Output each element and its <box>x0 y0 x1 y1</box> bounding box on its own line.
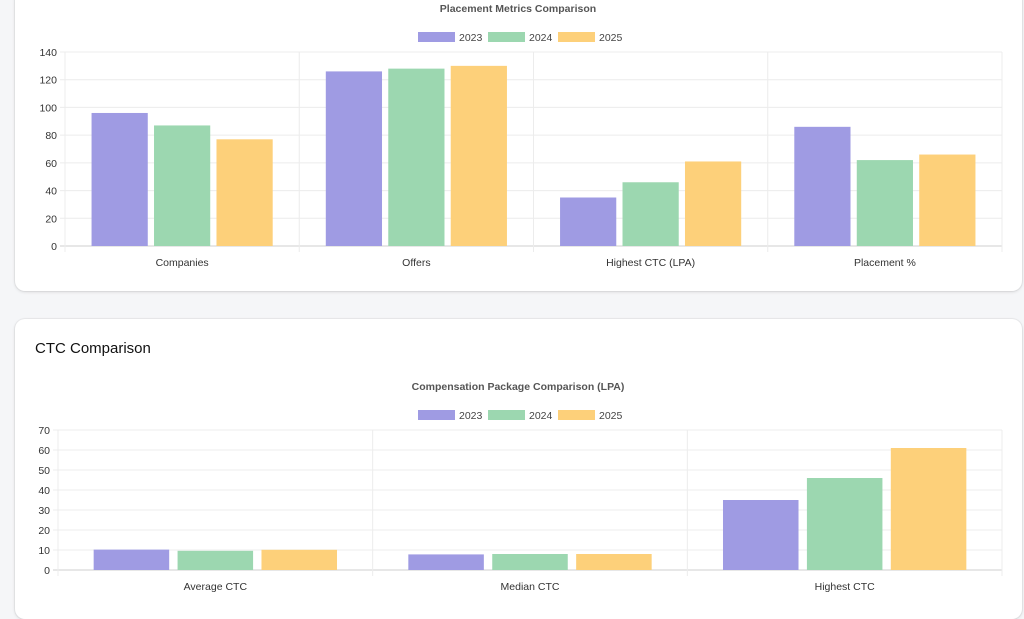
bar-2023-highest-ctc <box>722 500 799 570</box>
x-tick-label: Offers <box>402 257 430 269</box>
legend-swatch-2025 <box>558 32 595 42</box>
ctc-comparison-card: CTC Comparison Compensation Package Comp… <box>15 319 1022 619</box>
legend-swatch-2024 <box>488 32 525 42</box>
legend-label-2025: 2025 <box>599 410 623 422</box>
y-tick-label: 80 <box>45 130 57 142</box>
legend-label-2024: 2024 <box>529 410 553 422</box>
chart-title: Placement Metrics Comparison <box>440 3 596 15</box>
bar-2024-average-ctc <box>177 550 254 570</box>
x-tick-label: Companies <box>156 257 209 269</box>
bar-2024-highest-ctc-lpa- <box>622 182 679 246</box>
bar-2023-highest-ctc-lpa- <box>560 197 617 246</box>
ctc-card-title: CTC Comparison <box>35 340 151 357</box>
y-tick-label: 70 <box>38 425 50 437</box>
bar-2025-placement- <box>919 154 976 246</box>
bar-2025-highest-ctc <box>890 448 967 570</box>
ctc-comparison-chart: Compensation Package Comparison (LPA)202… <box>38 381 1003 593</box>
y-tick-label: 0 <box>51 241 57 253</box>
legend-swatch-2024 <box>488 410 525 420</box>
bar-2024-placement- <box>856 160 913 246</box>
legend-label-2023: 2023 <box>459 410 483 422</box>
legend-swatch-2023 <box>418 410 455 420</box>
bar-2023-companies <box>91 112 148 246</box>
x-tick-label: Highest CTC <box>815 581 876 593</box>
y-tick-label: 50 <box>38 465 50 477</box>
bar-2025-highest-ctc-lpa- <box>684 161 742 246</box>
bar-2025-average-ctc <box>261 549 338 570</box>
legend-label-2025: 2025 <box>599 32 623 44</box>
y-tick-label: 60 <box>38 445 50 457</box>
x-tick-label: Placement % <box>854 257 916 269</box>
bar-2023-placement- <box>794 126 851 246</box>
y-tick-label: 20 <box>38 525 50 537</box>
bar-2025-offers <box>450 65 507 246</box>
bar-2023-average-ctc <box>93 549 170 570</box>
bar-2024-offers <box>388 68 445 246</box>
y-tick-label: 140 <box>39 47 57 59</box>
x-tick-label: Median CTC <box>501 581 560 593</box>
bar-2025-median-ctc <box>576 554 652 570</box>
bar-2023-median-ctc <box>408 554 484 570</box>
bar-2025-companies <box>216 139 273 246</box>
x-tick-label: Average CTC <box>184 581 248 593</box>
y-tick-label: 0 <box>44 565 50 577</box>
chart-title: Compensation Package Comparison (LPA) <box>412 381 625 393</box>
y-tick-label: 120 <box>39 75 57 87</box>
legend-swatch-2025 <box>558 410 595 420</box>
y-tick-label: 40 <box>45 186 57 198</box>
placement-metrics-card: Placement Metrics Comparison 2023 2024 2025… <box>15 0 1022 291</box>
bar-2023-offers <box>325 71 383 247</box>
legend-label-2023: 2023 <box>459 32 483 44</box>
y-tick-label: 20 <box>45 213 57 225</box>
bar-2024-median-ctc <box>492 554 568 570</box>
bar-2024-highest-ctc <box>806 478 883 570</box>
x-tick-label: Highest CTC (LPA) <box>606 257 695 269</box>
legend-label-2024: 2024 <box>529 32 553 44</box>
bar-2024-companies <box>154 125 211 246</box>
placement-metrics-chart: Placement Metrics Comparison 2023 2024 2025… <box>39 3 1003 269</box>
y-tick-label: 10 <box>38 545 50 557</box>
y-tick-label: 60 <box>45 158 57 170</box>
y-tick-label: 40 <box>38 485 50 497</box>
y-tick-label: 30 <box>38 505 50 517</box>
legend-swatch-2023 <box>418 32 455 42</box>
y-tick-label: 100 <box>39 102 57 114</box>
